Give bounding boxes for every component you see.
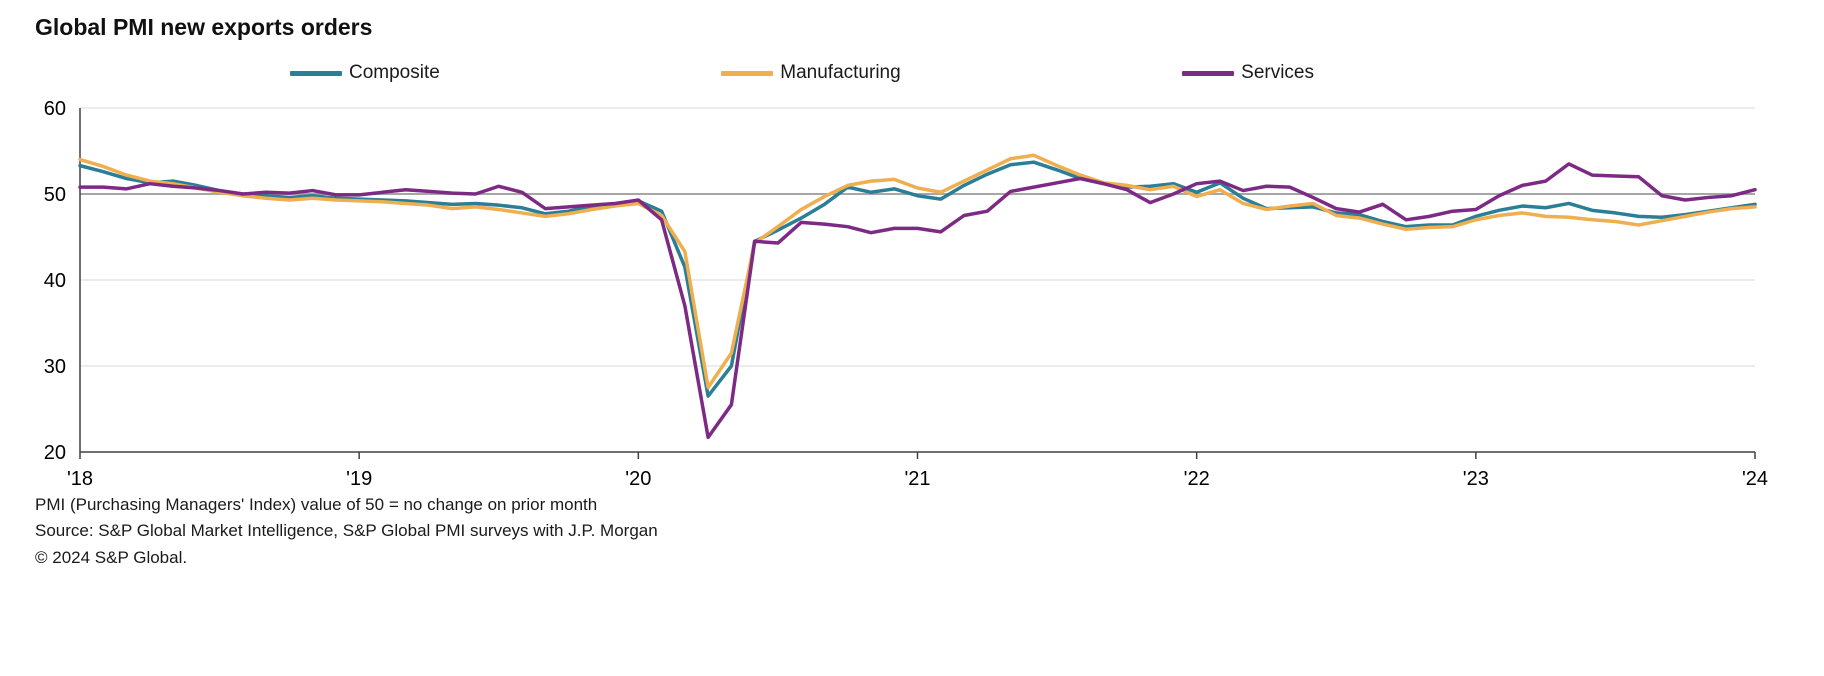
legend-item-manufacturing: Manufacturing <box>721 62 901 84</box>
svg-text:'20: '20 <box>625 468 651 490</box>
footnote-definition: PMI (Purchasing Managers' Index) value o… <box>35 495 598 514</box>
footnote-copyright: © 2024 S&P Global. <box>35 547 188 567</box>
legend-label-services: Services <box>1241 62 1314 83</box>
footnote-source: Source: S&P Global Market Intelligence, … <box>35 521 658 541</box>
legend-label-manufacturing: Manufacturing <box>780 62 901 83</box>
legend-label-composite: Composite <box>349 62 440 83</box>
svg-text:'19: '19 <box>346 468 372 490</box>
svg-text:40: 40 <box>44 270 66 292</box>
legend-item-services: Services <box>1182 62 1314 84</box>
legend: Composite Manufacturing Services <box>290 62 1314 84</box>
svg-text:30: 30 <box>44 356 66 378</box>
chart-title: Global PMI new exports orders <box>35 14 373 40</box>
svg-text:60: 60 <box>44 98 66 120</box>
svg-text:'24: '24 <box>1742 468 1768 490</box>
manufacturing-line-swatch-icon <box>721 70 774 76</box>
svg-text:20: 20 <box>44 442 66 464</box>
svg-text:'21: '21 <box>904 468 930 490</box>
svg-text:50: 50 <box>44 184 66 206</box>
pmi-chart-svg: 20 30 40 50 60 '18 '19 '20 '21 '22 '23 '24 <box>44 98 1768 490</box>
footnotes: PMI (Purchasing Managers' Index) value o… <box>35 492 658 571</box>
chart-area: 20 30 40 50 60 '18 '19 '20 '21 '22 '23 '24 <box>0 94 1824 494</box>
svg-text:'22: '22 <box>1184 468 1210 490</box>
legend-item-composite: Composite <box>290 62 440 84</box>
composite-line-swatch-icon <box>290 70 342 76</box>
services-line-swatch-icon <box>1182 70 1235 76</box>
svg-text:'23: '23 <box>1463 468 1489 490</box>
svg-text:'18: '18 <box>67 468 93 490</box>
